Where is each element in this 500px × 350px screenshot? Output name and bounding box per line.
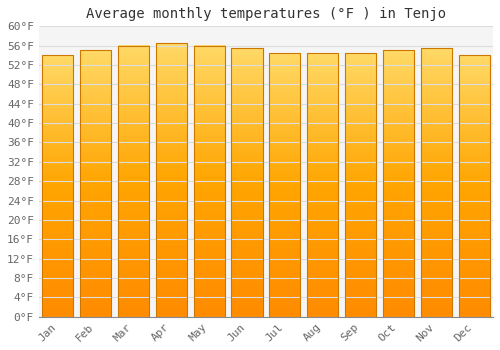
Bar — [232, 48, 262, 317]
Bar — [458, 55, 490, 317]
Bar — [80, 50, 111, 317]
Bar — [156, 43, 187, 317]
Bar — [118, 46, 149, 317]
Bar — [383, 50, 414, 317]
Title: Average monthly temperatures (°F ) in Tenjo: Average monthly temperatures (°F ) in Te… — [86, 7, 446, 21]
Bar — [307, 53, 338, 317]
Bar — [421, 48, 452, 317]
Bar — [345, 53, 376, 317]
Bar — [270, 53, 300, 317]
Bar — [42, 55, 74, 317]
Bar — [194, 46, 224, 317]
